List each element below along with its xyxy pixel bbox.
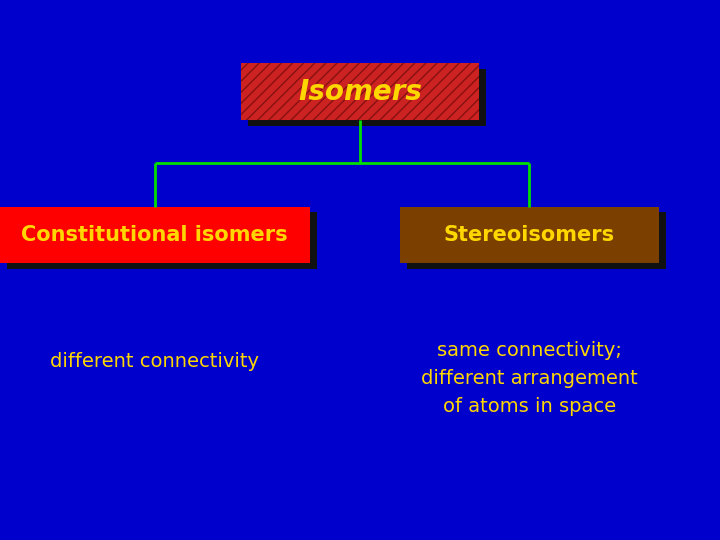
FancyBboxPatch shape	[0, 206, 310, 263]
Text: same connectivity;
different arrangement
of atoms in space: same connectivity; different arrangement…	[420, 341, 638, 415]
FancyBboxPatch shape	[7, 212, 317, 269]
Text: Stereoisomers: Stereoisomers	[444, 225, 615, 245]
FancyBboxPatch shape	[241, 64, 479, 120]
Text: different connectivity: different connectivity	[50, 352, 259, 372]
FancyBboxPatch shape	[407, 212, 666, 269]
FancyBboxPatch shape	[400, 206, 659, 263]
Text: Constitutional isomers: Constitutional isomers	[22, 225, 288, 245]
Text: Isomers: Isomers	[298, 78, 422, 106]
FancyBboxPatch shape	[248, 69, 486, 126]
